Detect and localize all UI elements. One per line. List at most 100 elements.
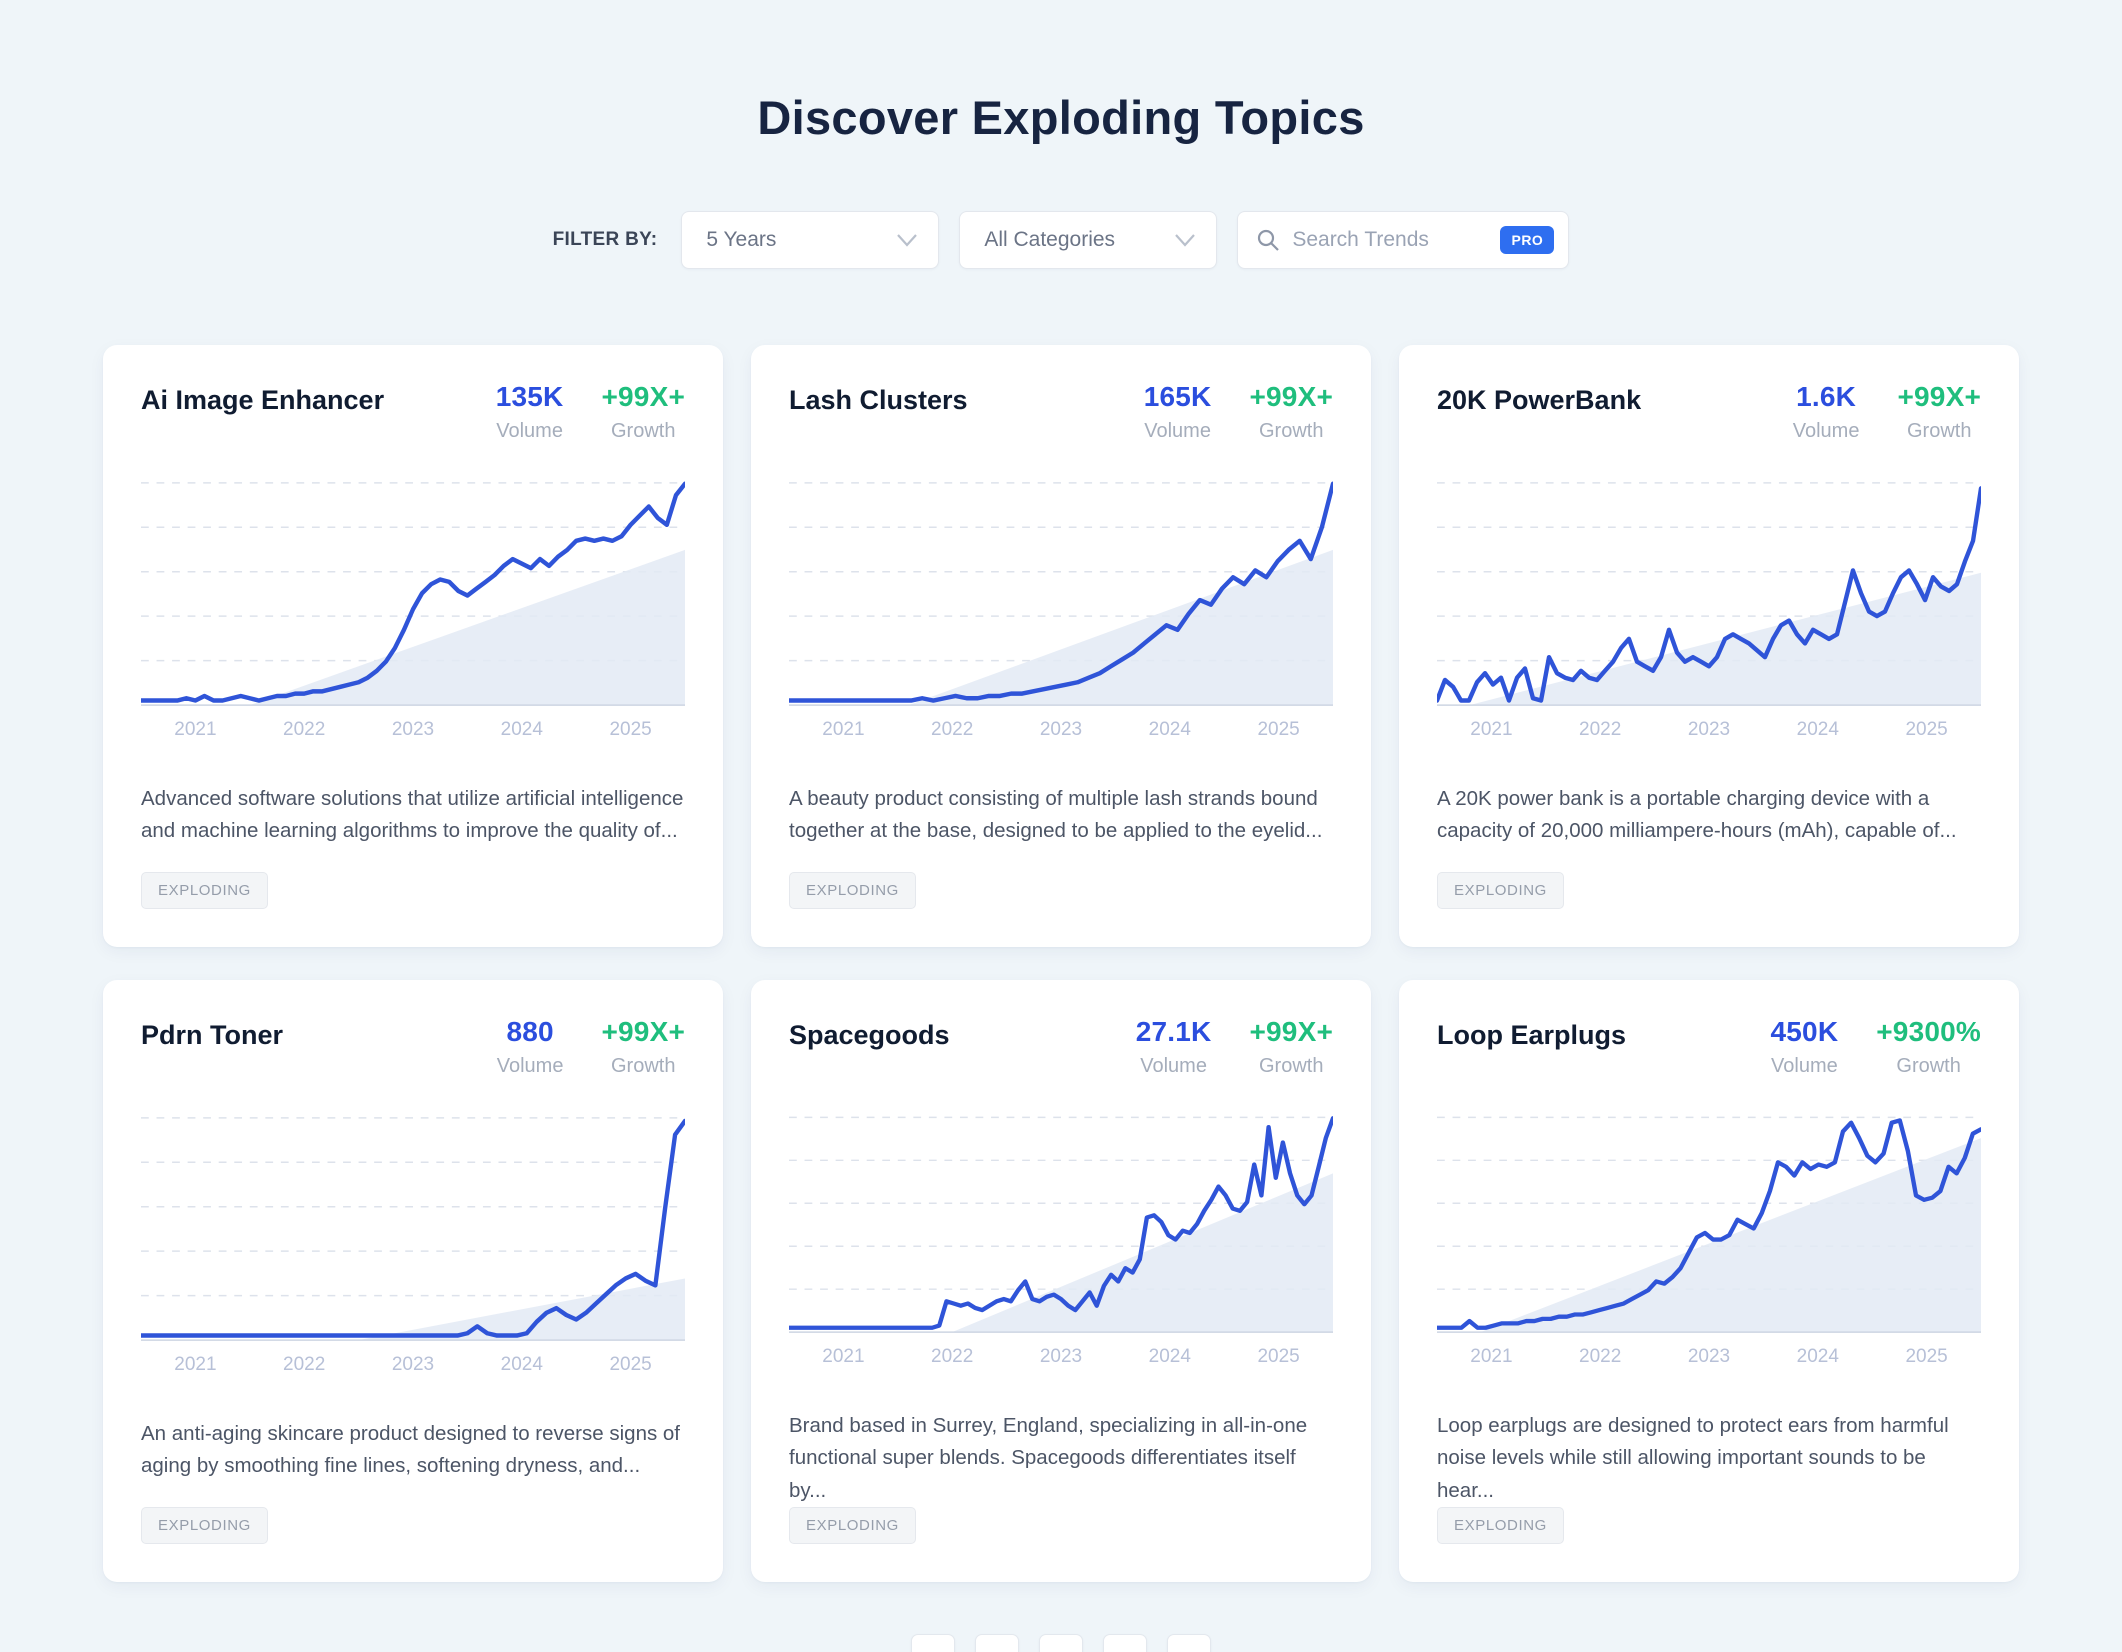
axis-tick-label: 2025 xyxy=(1905,1345,1948,1367)
trend-title: Loop Earplugs xyxy=(1437,1020,1626,1050)
volume-stat: 135K Volume xyxy=(496,381,564,443)
page-title: Discover Exploding Topics xyxy=(757,91,1365,144)
trend-line-chart xyxy=(141,481,685,706)
volume-label: Volume xyxy=(1771,1055,1838,1077)
growth-label: Growth xyxy=(611,1055,676,1077)
chevron-down-icon xyxy=(897,234,918,247)
axis-tick-label: 2024 xyxy=(500,1354,543,1375)
axis-tick-label: 2024 xyxy=(1796,1345,1839,1367)
pagination-button[interactable] xyxy=(975,1634,1019,1652)
trend-title: Spacegoods xyxy=(789,1020,950,1050)
growth-stat: +99X+ Growth xyxy=(1897,381,1981,443)
filter-by-label: FILTER BY: xyxy=(552,229,658,250)
status-badge: EXPLODING xyxy=(141,1507,268,1544)
volume-value: 165K xyxy=(1143,381,1212,412)
axis-tick-label: 2023 xyxy=(391,719,435,740)
axis-tick-label: 2024 xyxy=(1148,1345,1191,1367)
growth-stat: +99X+ Growth xyxy=(1249,381,1333,443)
growth-label: Growth xyxy=(1896,1055,1961,1077)
trend-description: Advanced software solutions that utilize… xyxy=(141,787,684,843)
time-range-value: 5 Years xyxy=(706,228,777,251)
growth-stat: +99X+ Growth xyxy=(1249,1016,1333,1078)
trend-title: 20K PowerBank xyxy=(1437,385,1642,415)
trend-card-loop-earplugs[interactable]: Loop Earplugs 450K Volume +9300% Growth … xyxy=(1399,980,2019,1582)
trend-line-chart xyxy=(1437,1116,1981,1333)
growth-value: +99X+ xyxy=(601,1016,685,1047)
status-badge: EXPLODING xyxy=(1437,872,1564,909)
time-range-select[interactable]: 5 Years xyxy=(681,211,940,269)
chart-x-axis: 2021 2022 2023 2024 2025 xyxy=(789,1346,1333,1368)
trend-line-chart xyxy=(1437,482,1981,706)
chart-x-axis: 2021 2022 2023 2024 2025 xyxy=(789,719,1333,741)
chart-x-axis: 2021 2022 2023 2024 2025 xyxy=(1437,1346,1981,1368)
axis-tick-label: 2023 xyxy=(1039,719,1083,740)
axis-tick-label: 2023 xyxy=(391,1354,435,1375)
trend-card-pdrn-toner[interactable]: Pdrn Toner 880 Volume +99X+ Growth 2021 2… xyxy=(103,980,723,1582)
growth-stat: +99X+ Growth xyxy=(601,381,685,443)
pagination-button[interactable] xyxy=(1167,1634,1211,1652)
trend-card-lash-clusters[interactable]: Lash Clusters 165K Volume +99X+ Growth 2… xyxy=(751,345,1371,947)
growth-value: +99X+ xyxy=(1897,381,1981,412)
pagination-button[interactable] xyxy=(911,1634,955,1652)
trend-description: An anti-aging skincare product designed … xyxy=(141,1422,681,1478)
trend-card-20k-powerbank[interactable]: 20K PowerBank 1.6K Volume +99X+ Growth 2… xyxy=(1399,345,2019,947)
growth-label: Growth xyxy=(1259,1055,1324,1077)
trend-line-chart xyxy=(141,1117,685,1341)
status-badge: EXPLODING xyxy=(141,872,268,909)
filter-bar: FILTER BY: 5 Years All Categories PRO xyxy=(0,211,2122,269)
trend-card-spacegoods[interactable]: Spacegoods 27.1K Volume +99X+ Growth 202… xyxy=(751,980,1371,1582)
trend-line-chart xyxy=(789,481,1333,706)
category-select[interactable]: All Categories xyxy=(959,211,1218,269)
chart-x-axis: 2021 2022 2023 2024 2025 xyxy=(141,1354,685,1376)
axis-tick-label: 2022 xyxy=(1579,1345,1622,1367)
trend-card-ai-image-enhancer[interactable]: Ai Image Enhancer 135K Volume +99X+ Grow… xyxy=(103,345,723,947)
trend-description: Loop earplugs are designed to protect ea… xyxy=(1437,1413,1949,1502)
trend-title: Ai Image Enhancer xyxy=(141,385,385,415)
growth-value: +99X+ xyxy=(1249,1016,1333,1047)
axis-tick-label: 2025 xyxy=(1257,1345,1300,1367)
trend-title: Pdrn Toner xyxy=(141,1020,284,1050)
volume-value: 27.1K xyxy=(1135,1016,1212,1047)
trend-card-grid: Ai Image Enhancer 135K Volume +99X+ Grow… xyxy=(103,345,2019,1582)
pagination-button[interactable] xyxy=(1039,1634,1083,1652)
axis-tick-label: 2025 xyxy=(1257,719,1300,740)
trend-description: Brand based in Surrey, England, speciali… xyxy=(789,1413,1308,1502)
volume-value: 450K xyxy=(1770,1016,1839,1047)
volume-label: Volume xyxy=(1140,1055,1207,1077)
volume-label: Volume xyxy=(1144,420,1211,442)
volume-stat: 27.1K Volume xyxy=(1136,1016,1212,1078)
volume-label: Volume xyxy=(496,1055,564,1077)
axis-tick-label: 2024 xyxy=(500,719,543,740)
search-icon xyxy=(1258,229,1280,251)
axis-tick-label: 2022 xyxy=(931,1345,974,1367)
volume-value: 135K xyxy=(495,381,564,412)
chart-x-axis: 2021 2022 2023 2024 2025 xyxy=(141,719,685,741)
axis-tick-label: 2025 xyxy=(1905,719,1948,740)
volume-label: Volume xyxy=(1792,420,1860,442)
axis-tick-label: 2022 xyxy=(283,719,326,740)
volume-value: 880 xyxy=(506,1016,554,1047)
growth-value: +99X+ xyxy=(601,381,685,412)
growth-label: Growth xyxy=(1907,420,1972,442)
growth-value: +99X+ xyxy=(1249,381,1333,412)
trend-title: Lash Clusters xyxy=(789,385,968,415)
search-input[interactable] xyxy=(1292,228,1489,252)
volume-stat: 1.6K Volume xyxy=(1793,381,1860,443)
axis-tick-label: 2021 xyxy=(1470,1345,1513,1367)
axis-tick-label: 2023 xyxy=(1687,719,1731,740)
status-badge: EXPLODING xyxy=(789,872,916,909)
category-value: All Categories xyxy=(984,228,1116,251)
axis-tick-label: 2022 xyxy=(283,1354,326,1375)
growth-value: +9300% xyxy=(1876,1016,1981,1047)
trend-description: A 20K power bank is a portable charging … xyxy=(1437,787,1957,843)
growth-label: Growth xyxy=(1259,420,1324,442)
axis-tick-label: 2021 xyxy=(1470,719,1513,740)
trend-description: A beauty product consisting of multiple … xyxy=(789,787,1323,843)
pagination-button[interactable] xyxy=(1103,1634,1147,1652)
status-badge: EXPLODING xyxy=(1437,1507,1564,1544)
pro-badge[interactable]: PRO xyxy=(1500,226,1555,254)
axis-tick-label: 2022 xyxy=(1579,719,1622,740)
axis-tick-label: 2024 xyxy=(1148,719,1191,740)
chart-x-axis: 2021 2022 2023 2024 2025 xyxy=(1437,719,1981,741)
search-box[interactable]: PRO xyxy=(1237,211,1570,269)
